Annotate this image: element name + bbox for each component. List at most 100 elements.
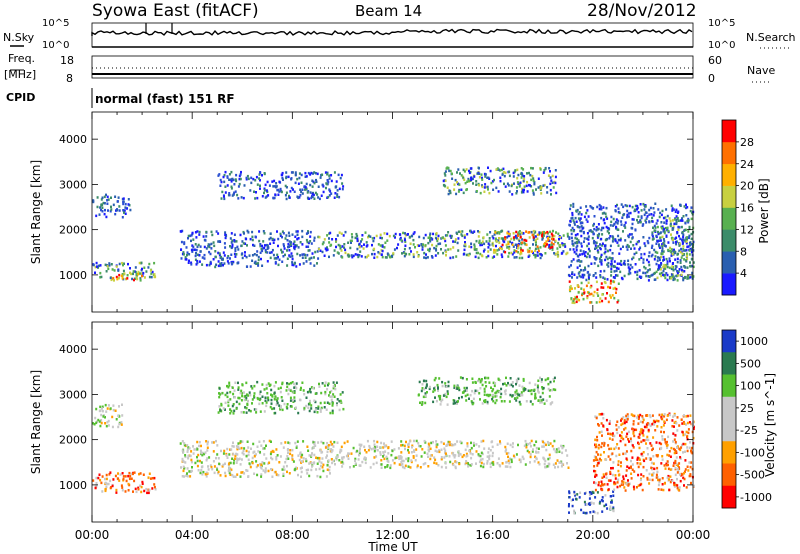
echo-cell [531, 174, 534, 178]
echo-cell [272, 241, 275, 244]
echo-cell [440, 465, 443, 469]
echo-cell [495, 394, 498, 398]
echo-cell [139, 279, 142, 282]
echo-cell [533, 443, 536, 447]
echo-cell [544, 465, 547, 469]
echo-cell [372, 462, 375, 466]
echo-cell [318, 382, 320, 386]
echo-cell [459, 376, 462, 379]
echo-cell [515, 389, 518, 392]
echo-cell [229, 412, 232, 415]
echo-cell [194, 258, 197, 261]
echo-cell [488, 191, 491, 195]
echo-cell [487, 250, 490, 253]
echo-cell [478, 239, 481, 243]
echo-cell [128, 477, 131, 481]
echo-cell [246, 265, 249, 268]
echo-cell [456, 181, 458, 184]
echo-cell [503, 171, 506, 174]
echo-cell [576, 254, 579, 258]
echo-cell [212, 460, 215, 463]
echo-cell [654, 202, 657, 205]
echo-cell [537, 451, 540, 454]
echo-cell [445, 444, 448, 447]
echo-cell [481, 383, 484, 387]
echo-cell [455, 255, 458, 258]
echo-cell [625, 469, 628, 472]
echo-cell [129, 474, 132, 478]
echo-cell [451, 177, 454, 180]
echo-cell [568, 503, 570, 506]
echo-cell [413, 449, 415, 452]
echo-cell [203, 245, 206, 249]
echo-cell [534, 256, 537, 259]
echo-cell [246, 440, 249, 443]
echo-cell [463, 244, 466, 248]
echo-cell [462, 176, 465, 180]
echo-cell [656, 425, 659, 428]
echo-cell [435, 445, 438, 449]
echo-cell [596, 511, 599, 515]
echo-cell [279, 455, 282, 458]
echo-cell [299, 194, 302, 197]
echo-cell [255, 453, 257, 456]
echo-cell [585, 211, 588, 215]
echo-cell [587, 252, 589, 255]
echo-cell [675, 220, 678, 223]
echo-cell [585, 491, 587, 495]
echo-cell [284, 461, 287, 464]
echo-cell [197, 453, 200, 457]
echo-cell [284, 194, 287, 197]
echo-cell [636, 273, 639, 277]
echo-cell [220, 263, 223, 267]
echo-cell [594, 475, 596, 478]
echo-cell [209, 262, 212, 265]
echo-cell [628, 466, 631, 470]
echo-cell [97, 266, 99, 269]
echo-cell [478, 176, 481, 179]
echo-cell [426, 391, 428, 394]
echo-cell [510, 184, 513, 188]
echo-cell [267, 398, 270, 402]
echo-cell [507, 242, 510, 246]
echo-cell [253, 394, 256, 398]
echo-cell [645, 442, 647, 445]
echo-cell [194, 254, 197, 258]
echo-cell [280, 406, 282, 409]
echo-cell [690, 446, 693, 450]
echo-cell [344, 230, 347, 234]
echo-cell [631, 266, 634, 269]
echo-cell [106, 482, 109, 486]
echo-cell [424, 462, 427, 465]
echo-cell [260, 473, 263, 476]
echo-cell [488, 243, 491, 247]
echo-cell [234, 454, 237, 458]
echo-cell [612, 237, 615, 241]
echo-cell [529, 461, 531, 464]
echo-cell [637, 422, 640, 425]
echo-cell [603, 211, 606, 215]
echo-cell [105, 424, 108, 428]
echo-cell [112, 408, 115, 412]
echo-cell [373, 236, 376, 240]
echo-cell [227, 255, 230, 258]
echo-cell [103, 195, 106, 199]
echo-cell [359, 250, 362, 253]
echo-cell [545, 448, 548, 452]
echo-cell [676, 416, 679, 419]
echo-cell [429, 240, 432, 243]
echo-cell [562, 250, 565, 253]
echo-cell [186, 251, 189, 254]
echo-cell [530, 166, 532, 170]
echo-cell [471, 231, 474, 234]
echo-cell [324, 392, 327, 396]
echo-cell [358, 452, 361, 455]
echo-cell [509, 465, 512, 469]
echo-cell [656, 470, 659, 474]
echo-cell [600, 261, 603, 265]
echo-cell [356, 234, 359, 238]
echo-cell [671, 252, 674, 256]
echo-cell [502, 237, 505, 240]
echo-cell [452, 240, 455, 243]
echo-cell [665, 264, 668, 267]
